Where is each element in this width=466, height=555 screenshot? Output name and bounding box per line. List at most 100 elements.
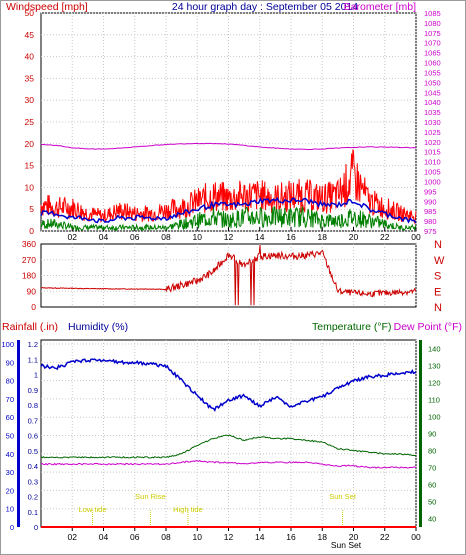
- x-tick-label: 00: [411, 232, 421, 242]
- direction-degrees-axis: 0 90 180 270 360: [22, 239, 36, 312]
- humidity-tick-label: 60: [6, 413, 14, 422]
- temperature-tick-label: 110: [428, 396, 440, 405]
- compass-letter-label: N: [434, 302, 442, 314]
- barometer-tick-label: 1050: [424, 78, 441, 87]
- humidity-tick-label: 20: [6, 486, 14, 495]
- barometer-series-line: [40, 142, 417, 151]
- tide-sun-annotations: Low tide Sun Rise High tide Sun Set: [79, 492, 357, 527]
- temperature-tick-label: 80: [428, 447, 436, 456]
- wind-time-axis: 02 04 06 08 10 12 14 16 18 20 22 00: [68, 227, 421, 242]
- compass-letter-label: N: [434, 239, 442, 251]
- humidity-tick-label: 90: [6, 358, 14, 367]
- temperature-tick-label: 100: [428, 413, 441, 422]
- direction-grid: [41, 244, 417, 307]
- barometer-tick-label: 1000: [424, 177, 441, 186]
- humidity-axis: 0 10 20 30 40 50 60 70 80 90 100: [1, 340, 20, 532]
- humidity-tick-label: 30: [6, 468, 14, 477]
- barometer-tick-label: 1080: [424, 19, 441, 28]
- temperature-tick-label: 50: [428, 498, 436, 507]
- chart-title: 24 hour graph day : September 05 2014: [172, 1, 358, 13]
- x-tick-label: 10: [193, 232, 203, 242]
- barometer-tick-label: 1055: [424, 68, 441, 77]
- humidity-tick-label: 0: [10, 523, 14, 532]
- rainfall-tick-label: 1.1: [28, 355, 38, 364]
- barometer-tick-label: 1070: [424, 39, 441, 48]
- windspeed-tick-label: 5: [29, 204, 34, 214]
- windspeed-tick-label: 25: [25, 117, 35, 127]
- barometer-tick-label: 1005: [424, 168, 441, 177]
- humidity-series-line: [40, 358, 417, 412]
- x-tick-label: 08: [161, 232, 171, 242]
- wind-green-series-line: [40, 205, 417, 232]
- temperature-tick-label: 90: [428, 430, 436, 439]
- x-tick-label: 12: [224, 532, 234, 542]
- x-tick-label: 04: [99, 532, 109, 542]
- rainfall-tick-label: 0.7: [28, 416, 38, 425]
- barometer-axis-label: Barometer [mb]: [344, 1, 416, 13]
- rainfall-tick-label: 0.9: [28, 386, 38, 395]
- humidity-tick-label: 100: [1, 340, 14, 349]
- rainfall-tick-label: 0.4: [28, 462, 38, 471]
- direction-tick-label: 360: [22, 239, 36, 249]
- compass-letter-label: W: [434, 255, 445, 267]
- rainfall-tick-label: 0.3: [28, 477, 38, 486]
- rainfall-tick-label: 0.8: [28, 401, 38, 410]
- humidity-tick-label: 80: [6, 377, 14, 386]
- temperature-axis: 40 50 60 70 80 90 100 110 120 130 140: [419, 340, 441, 527]
- windspeed-axis: 0 5 10 15 20 25 30 35 40 45 50: [25, 8, 35, 236]
- average-wind-series-line: [40, 196, 417, 224]
- humidity-tick-label: 50: [6, 432, 14, 441]
- dewpoint-series-line: [40, 459, 417, 469]
- temp-humidity-chart: Rainfall (.in) Humidity (%) Temperature …: [1, 321, 462, 550]
- windspeed-tick-label: 15: [25, 161, 35, 171]
- direction-tick-label: 90: [27, 286, 37, 296]
- barometer-axis: 9759809859909951000100510101015102010251…: [424, 9, 441, 236]
- temperature-axis-label: Temperature (°F): [312, 321, 391, 333]
- barometer-tick-label: 1010: [424, 158, 441, 167]
- direction-series-line: [40, 244, 417, 306]
- windspeed-tick-label: 20: [25, 139, 35, 149]
- x-tick-label: 18: [318, 232, 328, 242]
- barometer-tick-label: 1015: [424, 148, 441, 157]
- barometer-tick-label: 1035: [424, 108, 441, 117]
- barometer-tick-label: 995: [424, 187, 437, 196]
- x-tick-label: 02: [68, 532, 78, 542]
- humidity-axis-label: Humidity (%): [68, 321, 128, 333]
- barometer-tick-label: 990: [424, 197, 437, 206]
- temperature-tick-label: 60: [428, 481, 436, 490]
- x-tick-label: 06: [130, 232, 140, 242]
- barometer-tick-label: 1025: [424, 128, 441, 137]
- temperature-tick-label: 140: [428, 345, 441, 354]
- direction-tick-label: 0: [31, 302, 36, 312]
- rainfall-tick-label: 0.1: [28, 508, 38, 517]
- direction-tick-label: 270: [22, 255, 36, 265]
- rainfall-tick-label: 1.2: [28, 340, 38, 349]
- x-tick-label: 04: [99, 232, 109, 242]
- windspeed-tick-label: 45: [25, 30, 35, 40]
- barometer-tick-label: 1040: [424, 98, 441, 107]
- rainfall-tick-label: 0.6: [28, 432, 38, 441]
- rainfall-axis-label: Rainfall (.in): [2, 321, 58, 333]
- barometer-tick-label: 985: [424, 207, 437, 216]
- annotation-label: High tide: [173, 505, 203, 514]
- barometer-tick-label: 980: [424, 217, 437, 226]
- barometer-tick-label: 1075: [424, 29, 441, 38]
- x-tick-label: 22: [380, 232, 390, 242]
- compass-letter-label: E: [434, 286, 441, 298]
- dewpoint-axis-label: Dew Point (°F): [394, 321, 462, 333]
- rainfall-axis: 0 0.1 0.2 0.3 0.4 0.5 0.6 0.7 0.8 0.9 1 1.1 1.2: [28, 340, 38, 532]
- windspeed-tick-label: 40: [25, 52, 35, 62]
- windspeed-tick-label: 30: [25, 95, 35, 105]
- x-tick-label: 14: [255, 532, 265, 542]
- barometer-tick-label: 1065: [424, 49, 441, 58]
- temperature-tick-label: 70: [428, 464, 436, 473]
- humidity-tick-label: 40: [6, 450, 14, 459]
- humidity-axis-bar: [17, 340, 20, 527]
- x-tick-label: 06: [130, 532, 140, 542]
- bottom-axis-sunset-label: Sun Set: [331, 540, 362, 550]
- x-tick-label: 10: [193, 532, 203, 542]
- windspeed-tick-label: 10: [25, 182, 35, 192]
- barometer-tick-label: 1020: [424, 138, 441, 147]
